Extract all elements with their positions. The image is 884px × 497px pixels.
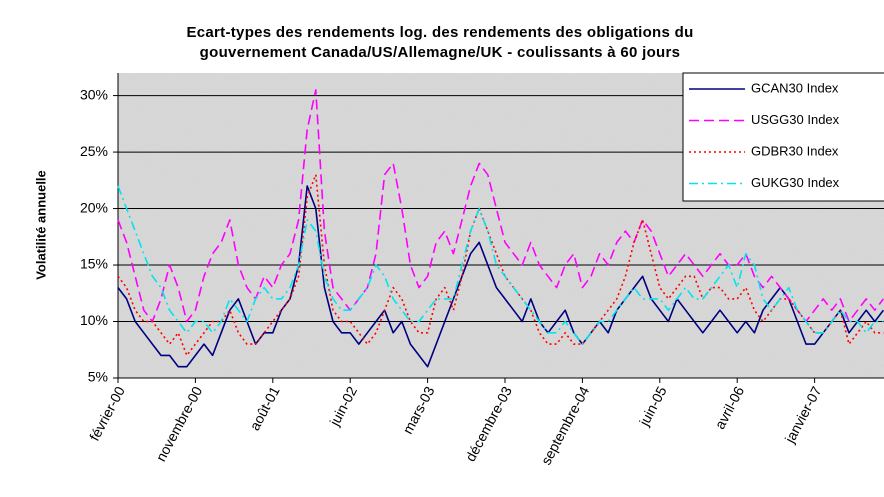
series-line [117,185,884,345]
series-line [117,185,884,368]
y-tick-label: 15% [80,256,108,272]
series-line [117,173,884,357]
x-tick-label: novembre-00 [152,383,205,464]
x-tick-label: février-00 [86,383,128,443]
y-axis-title: Volatilité annuelle [33,170,48,280]
y-tick-label: 5% [88,369,108,385]
legend-label: USGG30 Index [751,112,840,127]
y-tick-label: 30% [80,86,108,102]
legend-box [682,72,884,202]
y-tick-label: 10% [80,312,108,328]
legend-label: GDBR30 Index [751,143,839,158]
legend-label: GCAN30 Index [751,80,839,95]
x-tick-label: juin-05 [635,383,669,429]
y-tick-label: 20% [80,199,108,215]
y-tick-label: 25% [80,143,108,159]
x-tick-label: mars-03 [399,383,437,436]
chart-title: Ecart-types des rendements log. des rend… [186,24,693,41]
chart-title: gouvernement Canada/US/Allemagne/UK - co… [200,44,681,61]
x-tick-label: juin-02 [326,383,360,429]
legend-label: GUKG30 Index [751,175,840,190]
x-tick-label: décembre-03 [462,383,515,464]
x-tick-label: avril-06 [711,383,747,431]
x-tick-label: septembre-04 [538,383,593,467]
x-tick-label: août-01 [246,383,283,433]
x-tick-label: janvier-07 [781,383,825,446]
